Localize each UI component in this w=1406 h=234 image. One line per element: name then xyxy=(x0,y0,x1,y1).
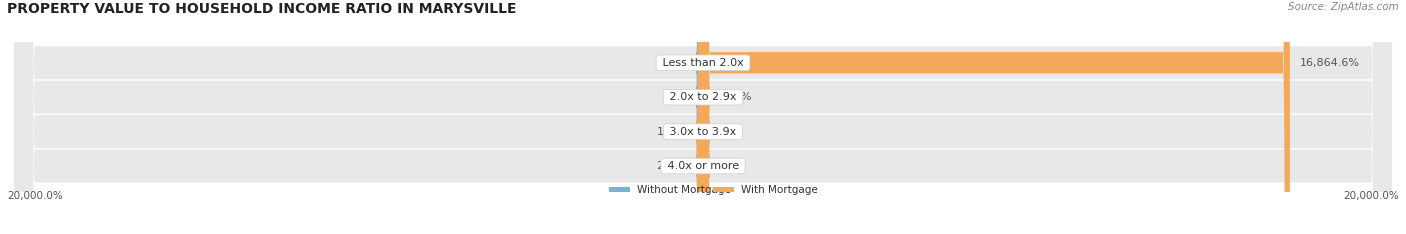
Text: Source: ZipAtlas.com: Source: ZipAtlas.com xyxy=(1288,2,1399,12)
Text: 10.2%: 10.2% xyxy=(657,127,692,137)
FancyBboxPatch shape xyxy=(696,0,709,234)
Text: 2.0x to 2.9x: 2.0x to 2.9x xyxy=(666,92,740,102)
Text: 3.9%: 3.9% xyxy=(714,127,742,137)
Text: 20,000.0%: 20,000.0% xyxy=(7,191,63,201)
Text: 16,864.6%: 16,864.6% xyxy=(1301,58,1360,68)
FancyBboxPatch shape xyxy=(14,0,1392,234)
FancyBboxPatch shape xyxy=(14,0,1392,234)
Text: 85.9%: 85.9% xyxy=(717,92,752,102)
Text: 3.0x to 3.9x: 3.0x to 3.9x xyxy=(666,127,740,137)
Text: 4.0x or more: 4.0x or more xyxy=(664,161,742,171)
FancyBboxPatch shape xyxy=(713,187,734,193)
FancyBboxPatch shape xyxy=(696,0,709,234)
Text: 4.3%: 4.3% xyxy=(714,161,742,171)
FancyBboxPatch shape xyxy=(14,0,1392,234)
Text: PROPERTY VALUE TO HOUSEHOLD INCOME RATIO IN MARYSVILLE: PROPERTY VALUE TO HOUSEHOLD INCOME RATIO… xyxy=(7,2,516,16)
FancyBboxPatch shape xyxy=(609,187,630,193)
Text: Less than 2.0x: Less than 2.0x xyxy=(659,58,747,68)
FancyBboxPatch shape xyxy=(696,0,710,234)
Text: 21.6%: 21.6% xyxy=(657,161,692,171)
FancyBboxPatch shape xyxy=(703,0,1289,234)
Text: 20,000.0%: 20,000.0% xyxy=(1343,191,1399,201)
Text: 56.2%: 56.2% xyxy=(655,58,690,68)
Text: With Mortgage: With Mortgage xyxy=(741,185,818,195)
FancyBboxPatch shape xyxy=(696,0,710,234)
FancyBboxPatch shape xyxy=(14,0,1392,234)
FancyBboxPatch shape xyxy=(696,0,710,234)
FancyBboxPatch shape xyxy=(696,0,710,234)
FancyBboxPatch shape xyxy=(699,0,710,234)
Text: Without Mortgage: Without Mortgage xyxy=(637,185,731,195)
Text: 8.5%: 8.5% xyxy=(664,92,692,102)
